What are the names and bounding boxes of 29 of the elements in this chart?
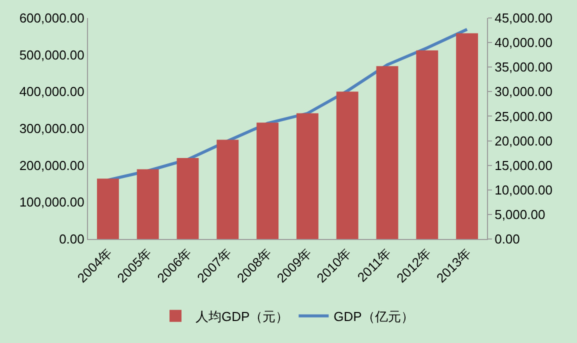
y2-tick-label: 10,000.00 [494, 182, 552, 198]
bar [96, 178, 119, 239]
y2-tick-label: 40,000.00 [494, 35, 552, 50]
bar [296, 113, 318, 239]
y-tick-label: 0.00 [59, 232, 84, 247]
y2-tick-label: 45,000.00 [494, 10, 552, 26]
legend-label: GDP（亿元） [334, 308, 414, 324]
y2-tick-label: 20,000.00 [494, 133, 552, 148]
y-tick-label: 300,000.00 [19, 121, 84, 136]
y2-tick-label: 0.00 [494, 232, 520, 247]
y-tick-label: 400,000.00 [19, 84, 84, 100]
y2-tick-label: 5,000.00 [494, 206, 546, 222]
bar [416, 50, 438, 239]
bar [176, 158, 199, 239]
y-tick-label: 600,000.00 [19, 10, 84, 26]
y2-tick-label: 30,000.00 [494, 84, 552, 100]
y-tick-label: 500,000.00 [19, 47, 84, 62]
bar [216, 140, 239, 239]
bar [336, 92, 358, 239]
bar [456, 33, 478, 239]
bar [136, 169, 159, 239]
bar [376, 66, 398, 239]
y2-tick-label: 15,000.00 [494, 158, 552, 173]
y2-tick-label: 25,000.00 [494, 108, 552, 124]
y2-tick-label: 35,000.00 [494, 60, 552, 75]
legend-label: 人均GDP（元） [196, 308, 289, 324]
bar [256, 122, 279, 239]
y-tick-label: 100,000.00 [19, 194, 84, 210]
y-tick-label: 200,000.00 [19, 158, 84, 173]
